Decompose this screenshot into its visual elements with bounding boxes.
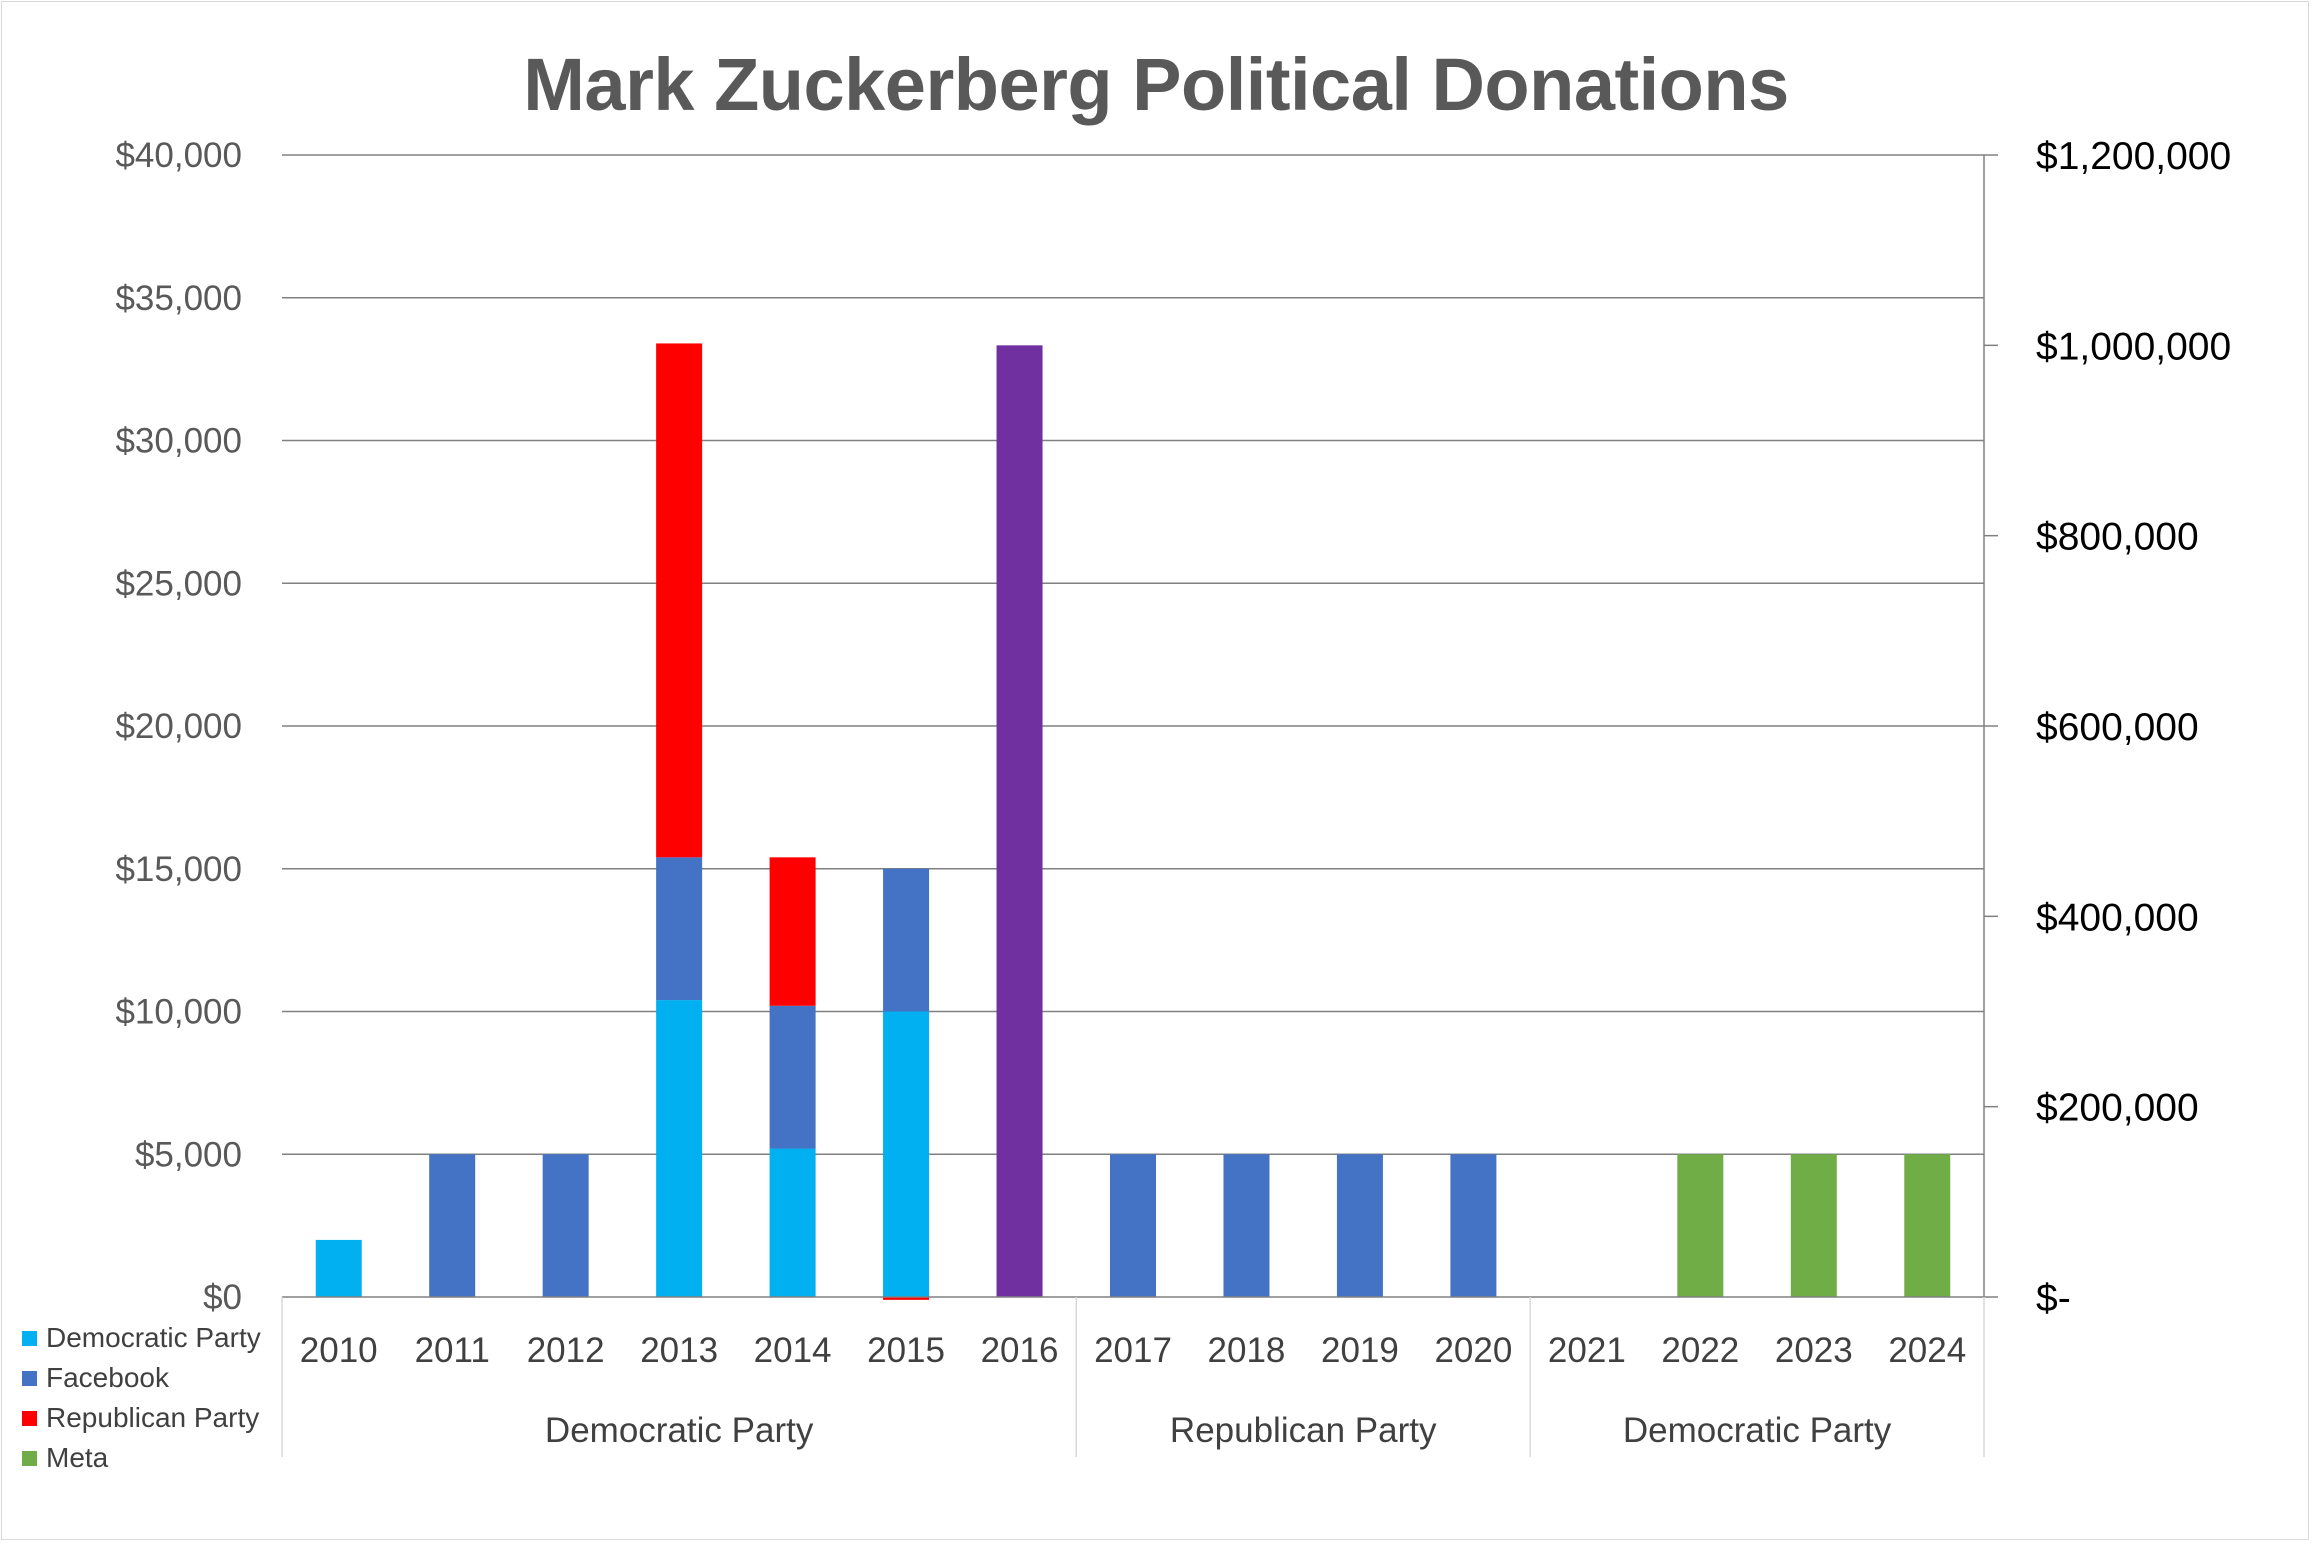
legend-item: Democratic Party	[22, 1318, 261, 1358]
x-tick-label: 2020	[1434, 1331, 1512, 1370]
y-left-tick-label: $15,000	[115, 850, 242, 889]
bar-segment	[1450, 1154, 1497, 1297]
x-tick-label: 2013	[640, 1331, 718, 1370]
legend-label: Republican Party	[46, 1402, 260, 1433]
y-left-tick-label: $30,000	[115, 422, 242, 461]
bar-segment	[1223, 1154, 1270, 1297]
bar-segment	[429, 1154, 476, 1297]
legend-swatch	[22, 1450, 37, 1466]
legend-label: Meta	[46, 1442, 109, 1473]
y-left-tick-label: $25,000	[115, 564, 242, 603]
legend-item: Facebook	[22, 1358, 261, 1398]
bar-segment	[1336, 1154, 1383, 1297]
x-tick-label: 2012	[527, 1331, 605, 1370]
bars	[315, 343, 1951, 1300]
y-left-tick-label: $5,000	[135, 1135, 242, 1174]
legend-label: Democratic Party	[46, 1322, 261, 1353]
y-left-tick-label: $40,000	[115, 136, 242, 175]
legend-swatch	[22, 1370, 37, 1386]
bar-segment	[883, 1011, 930, 1297]
x-tick-label: 2014	[754, 1331, 832, 1370]
x-tick-label: 2016	[981, 1331, 1059, 1370]
bar-segment	[315, 1239, 362, 1297]
chart-title: Mark Zuckerberg Political Donations	[523, 43, 1789, 126]
legend-item: Republican Party	[22, 1398, 261, 1438]
x-tick-label: 2019	[1321, 1331, 1399, 1370]
bar-segment	[769, 857, 816, 1006]
y-right-tick-label: $-	[2036, 1277, 2071, 1320]
bar-segment	[1110, 1154, 1156, 1297]
y-right-tick-label: $400,000	[2036, 896, 2199, 939]
x-tick-label: 2024	[1888, 1331, 1966, 1370]
legend-swatch	[22, 1330, 37, 1346]
axis-labels: $0 $5,000 $10,000 $15,000 $20,000 $25,000 $30,…	[115, 135, 2231, 1450]
x-group-label: Republican Party	[1170, 1411, 1437, 1450]
bar-segment	[1677, 1154, 1724, 1297]
legend-label: Facebook	[46, 1362, 169, 1393]
x-group-label: Democratic Party	[1623, 1411, 1892, 1450]
x-tick-label: 2017	[1094, 1331, 1172, 1370]
legend-swatch	[22, 1410, 37, 1426]
bar-segment	[656, 1000, 703, 1297]
x-tick-label: 2021	[1548, 1331, 1626, 1370]
bar-segment	[883, 1297, 930, 1300]
y-right-tick-label: $1,000,000	[2036, 325, 2231, 368]
x-tick-label: 2018	[1208, 1331, 1286, 1370]
x-tick-label: 2011	[415, 1331, 490, 1370]
y-right-tick-label: $600,000	[2036, 706, 2199, 749]
y-left-tick-label: $35,000	[115, 279, 242, 318]
x-group-label: Democratic Party	[545, 1411, 814, 1450]
bar-segment	[656, 343, 703, 858]
x-tick-label: 2022	[1661, 1331, 1739, 1370]
y-right-tick-label: $200,000	[2036, 1087, 2199, 1130]
bar-segment	[769, 1005, 816, 1149]
x-tick-label: 2023	[1775, 1331, 1853, 1370]
legend: Democratic Party Facebook Republican Party…	[22, 1318, 261, 1478]
gridlines	[282, 154, 1984, 1155]
y-right-tick-label: $1,200,000	[2036, 135, 2231, 178]
bar-segment	[1790, 1154, 1837, 1297]
y-left-tick-label: $10,000	[115, 993, 242, 1032]
bar-segment	[1904, 1154, 1951, 1297]
y-left-tick-label: $20,000	[115, 707, 242, 746]
axes	[281, 154, 1998, 1457]
bar-segment	[542, 1154, 589, 1297]
legend-item: Meta	[22, 1438, 261, 1478]
bar-segment	[769, 1148, 816, 1297]
y-right-tick-label: $800,000	[2036, 516, 2199, 559]
x-tick-label: 2015	[867, 1331, 945, 1370]
bar-segment	[656, 857, 703, 1001]
x-tick-label: 2010	[300, 1331, 378, 1370]
bar-segment	[883, 868, 930, 1012]
bar-secondary	[996, 345, 1043, 1297]
y-left-tick-label: $0	[203, 1278, 242, 1317]
